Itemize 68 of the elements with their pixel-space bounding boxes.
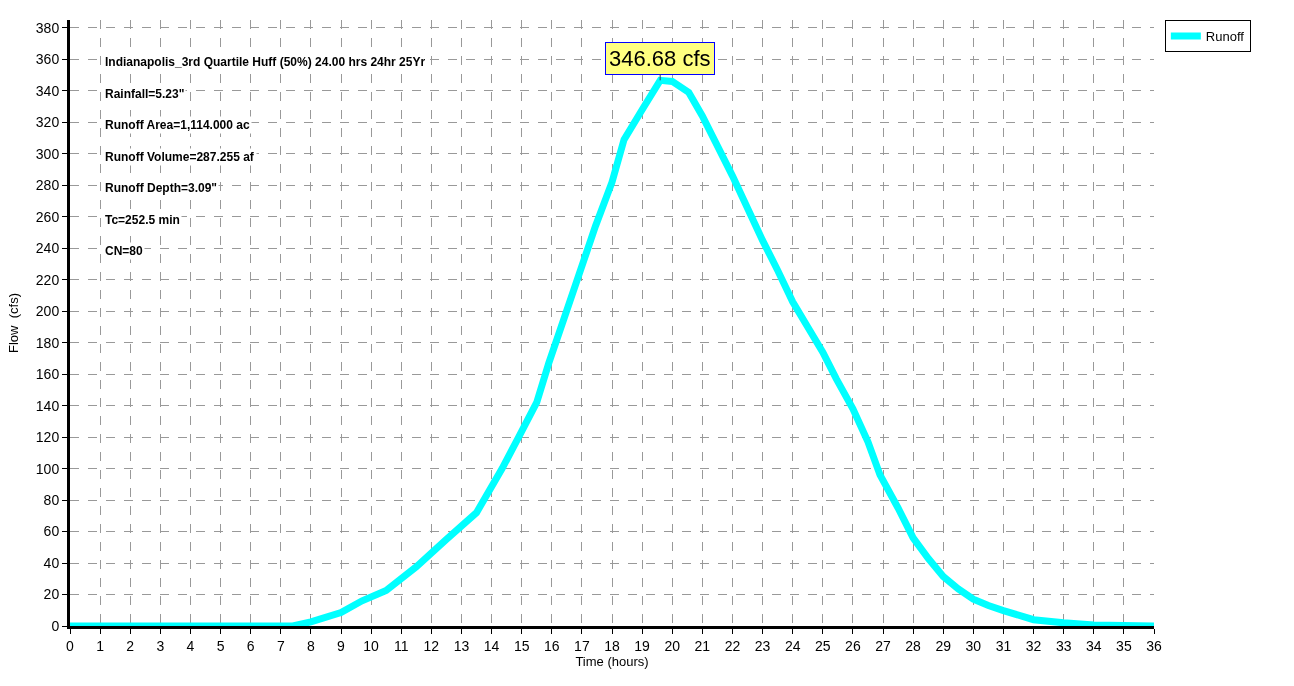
- annotation: Rainfall=5.23": [105, 87, 185, 101]
- y-tick-label: 180: [35, 334, 60, 351]
- x-tick-label: 2: [126, 637, 135, 654]
- y-tick-label: 320: [35, 114, 60, 131]
- x-tick-label: 11: [393, 637, 409, 654]
- y-tick-label: 340: [35, 82, 60, 99]
- x-tick-label: 22: [724, 637, 741, 654]
- y-tick-label: 220: [35, 271, 60, 288]
- y-tick-label: 40: [43, 554, 60, 571]
- x-tick-label: 7: [276, 637, 285, 654]
- x-tick-label: 32: [1025, 637, 1042, 654]
- y-tick-label: 0: [51, 617, 60, 634]
- x-tick-label: 0: [66, 637, 75, 654]
- x-tick-label: 19: [634, 637, 651, 654]
- x-tick-label: 4: [186, 637, 195, 654]
- x-tick-label: 8: [306, 637, 315, 654]
- x-tick-label: 36: [1146, 637, 1162, 654]
- x-tick-label: 5: [216, 637, 225, 654]
- y-tick-label: 200: [35, 303, 60, 320]
- y-tick-label: 300: [35, 145, 60, 162]
- x-tick-label: 35: [1116, 637, 1132, 654]
- y-axis-title: Flow (cfs): [5, 293, 21, 353]
- x-tick-label: 21: [694, 637, 711, 654]
- annotation: 346.68 cfs: [609, 46, 711, 71]
- x-tick-label: 26: [845, 637, 861, 654]
- x-tick-label: 18: [604, 637, 620, 654]
- x-tick-label: 31: [995, 637, 1012, 654]
- x-tick-label: 34: [1085, 637, 1102, 654]
- x-tick-label: 28: [905, 637, 922, 654]
- y-tick-label: 280: [35, 177, 60, 194]
- x-tick-label: 3: [156, 637, 165, 654]
- annotation: Runoff Area=1,114.000 ac: [105, 118, 250, 132]
- annotation: Indianapolis_3rd Quartile Huff (50%) 24.00 hrs 24hr 25Yr: [105, 55, 426, 69]
- x-tick-label: 14: [483, 637, 500, 654]
- x-tick-label: 10: [363, 637, 380, 654]
- x-tick-label: 23: [754, 637, 771, 654]
- y-tick-label: 120: [35, 429, 60, 446]
- y-tick-label: 260: [35, 208, 60, 225]
- x-tick-label: 30: [965, 637, 982, 654]
- x-tick-label: 29: [935, 637, 952, 654]
- annotation: CN=80: [105, 244, 144, 258]
- x-tick-label: 9: [337, 637, 346, 654]
- x-tick-label: 13: [453, 637, 470, 654]
- x-tick-label: 16: [543, 637, 560, 654]
- x-tick-label: 15: [513, 637, 530, 654]
- legend-label: Runoff: [1205, 29, 1245, 45]
- y-tick-label: 160: [35, 366, 60, 383]
- x-tick-label: 1: [96, 637, 105, 654]
- y-tick-label: 360: [35, 51, 60, 68]
- y-tick-label: 140: [35, 397, 60, 414]
- x-tick-label: 27: [875, 637, 891, 654]
- x-tick-label: 17: [574, 637, 590, 654]
- x-tick-label: 6: [246, 637, 255, 654]
- y-tick-label: 60: [43, 523, 60, 540]
- x-tick-label: 20: [664, 637, 681, 654]
- annotation: Runoff Depth=3.09": [105, 181, 218, 195]
- y-tick-label: 380: [35, 19, 60, 36]
- x-tick-label: 33: [1055, 637, 1072, 654]
- annotation: Runoff Volume=287.255 af: [105, 150, 255, 164]
- x-axis-title: Time (hours): [575, 653, 649, 669]
- x-tick-label: 24: [784, 637, 801, 654]
- x-tick-label: 25: [814, 637, 831, 654]
- annotation: Tc=252.5 min: [105, 213, 180, 227]
- y-tick-label: 100: [35, 460, 60, 477]
- y-tick-label: 80: [43, 491, 60, 508]
- y-tick-label: 20: [43, 586, 60, 603]
- y-tick-label: 240: [35, 240, 60, 257]
- x-tick-label: 12: [423, 637, 440, 654]
